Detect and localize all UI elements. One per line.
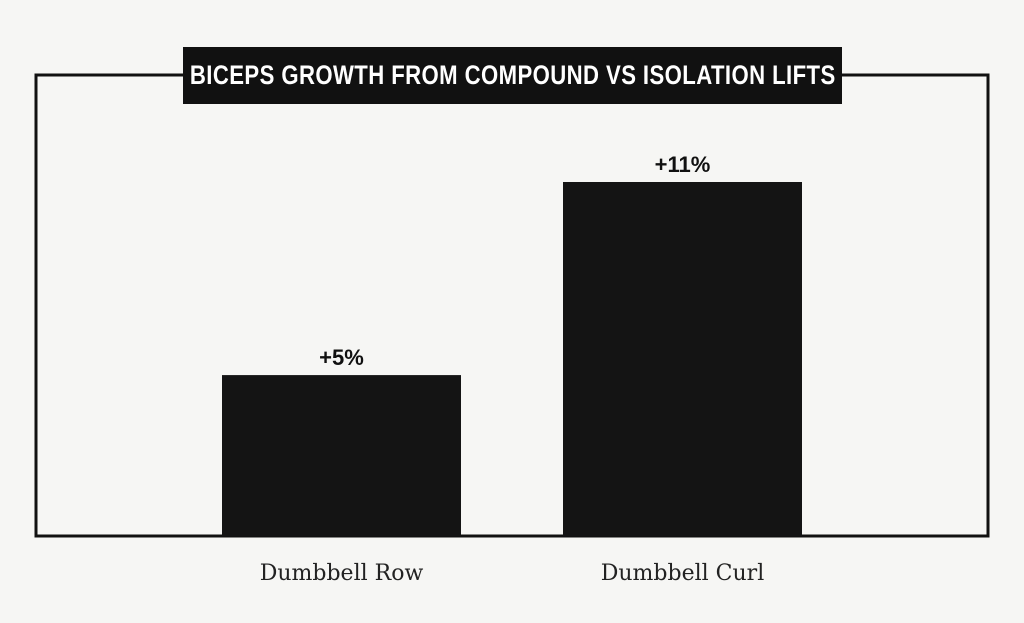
data-label: +5% [319,345,364,370]
bar-dumbbell-curl [563,182,802,536]
bar-dumbbell-row [222,375,461,536]
category-label: Dumbbell Curl [601,561,764,586]
chart-frame [34,73,990,538]
chart-title: BICEPS GROWTH FROM COMPOUND VS ISOLATION… [189,60,836,90]
chart-title-box: BICEPS GROWTH FROM COMPOUND VS ISOLATION… [183,47,842,104]
category-label: Dumbbell Row [260,561,424,586]
data-label: +11% [655,152,711,177]
